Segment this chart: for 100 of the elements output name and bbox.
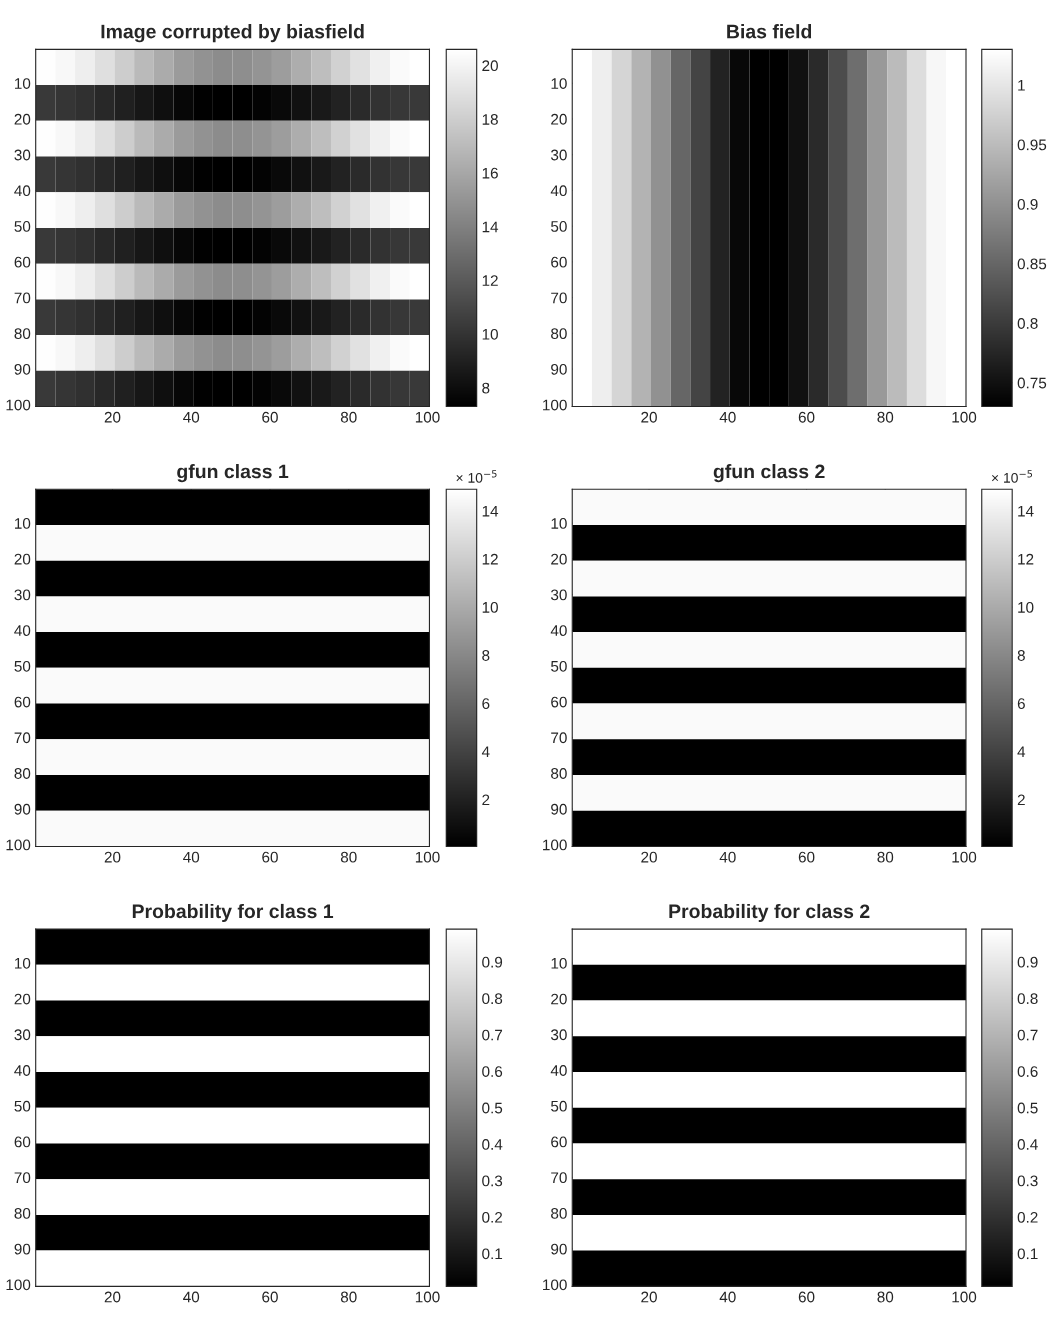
color-bar-label: 0.1	[482, 1248, 503, 1260]
x-tick-label: 100	[415, 851, 440, 863]
y-tick-label: 50	[551, 221, 567, 232]
x-tick-label: 100	[415, 411, 440, 423]
y-tick-label: 100	[6, 839, 31, 851]
y-tick-label: 100	[6, 1279, 31, 1291]
color-bar-label: 0.2	[1017, 1211, 1038, 1223]
y-tick-label: 70	[14, 292, 31, 304]
y-tick-label: 100	[543, 399, 567, 411]
color-bar-label: 20	[482, 60, 498, 72]
color-bar-label: 0.8	[1017, 993, 1038, 1005]
color-bar-label: 2	[1017, 794, 1025, 806]
color-bar-label: 0.3	[482, 1175, 503, 1187]
color-bar-label: 10	[1018, 601, 1034, 613]
y-tick-label: 80	[14, 768, 31, 779]
x-tick-label: 100	[952, 411, 977, 423]
y-tick-label: 40	[550, 625, 567, 637]
color-bar-label: 16	[482, 167, 498, 179]
y-tick-label: 60	[551, 256, 567, 268]
color-bar-label: 0.95	[1017, 139, 1047, 151]
color-bar-label: 0.6	[482, 1066, 503, 1077]
color-bar-label: 0.2	[482, 1211, 503, 1223]
x-tick-label: 60	[262, 1291, 278, 1303]
color-bar-label: 8	[482, 382, 490, 394]
y-tick-label: 90	[14, 803, 31, 815]
color-bar-label: 1	[1018, 80, 1025, 91]
y-tick-label: 20	[14, 113, 31, 125]
y-tick-label: 60	[551, 696, 567, 708]
color-bar-label: 4	[481, 746, 490, 757]
y-tick-label: 100	[543, 839, 567, 851]
y-tick-label: 70	[14, 1172, 31, 1184]
y-tick-label: 10	[551, 957, 567, 969]
color-bar-label: 8	[482, 650, 490, 661]
color-bar-label: 6	[482, 698, 490, 709]
y-tick-label: 30	[550, 1029, 567, 1041]
x-tick-label: 20	[104, 411, 121, 423]
chart-title: gfun class 1	[177, 464, 289, 483]
x-tick-label: 20	[641, 851, 657, 863]
color-bar-label: 0.3	[1017, 1175, 1038, 1187]
y-tick-label: 70	[551, 1172, 567, 1184]
x-tick-label: 60	[798, 411, 815, 423]
x-tick-label: 60	[798, 851, 815, 863]
y-tick-label: 30	[550, 149, 567, 161]
y-tick-label: 60	[14, 696, 31, 708]
y-tick-label: 20	[551, 553, 567, 565]
y-tick-label: 10	[15, 957, 31, 969]
y-tick-label: 90	[14, 1243, 31, 1255]
y-tick-label: 20	[551, 993, 567, 1005]
y-tick-label: 70	[551, 292, 567, 304]
y-tick-label: 50	[14, 660, 31, 672]
y-tick-label: 20	[14, 553, 31, 565]
color-bar-label: 10	[482, 328, 498, 340]
chart-title: Probability for class 1	[132, 903, 334, 923]
color-bar-label: 18	[482, 114, 498, 125]
y-tick-label: 40	[14, 625, 31, 637]
color-bar-label: 0.5	[482, 1102, 503, 1114]
y-tick-label: 40	[14, 185, 31, 197]
x-tick-label: 80	[877, 851, 894, 863]
x-tick-label: 80	[340, 851, 357, 863]
x-tick-label: 80	[877, 1291, 894, 1303]
y-tick-label: 50	[14, 221, 31, 232]
x-tick-label: 20	[104, 851, 121, 863]
x-tick-label: 40	[719, 1291, 736, 1303]
y-tick-label: 90	[14, 363, 31, 375]
color-bar-label: 8	[1017, 650, 1025, 661]
y-tick-label: 100	[543, 1279, 567, 1291]
color-bar-label: 12	[1018, 553, 1034, 565]
y-tick-label: 60	[551, 1136, 567, 1148]
y-tick-label: 50	[551, 660, 567, 672]
x-tick-label: 60	[262, 411, 278, 423]
x-tick-label: 40	[183, 1291, 200, 1303]
y-tick-label: 30	[14, 589, 31, 601]
color-bar-label: 0.4	[482, 1139, 503, 1150]
chart-title: Bias field	[727, 24, 812, 39]
y-tick-label: 10	[15, 78, 31, 89]
y-tick-label: 20	[551, 113, 567, 125]
x-tick-label: 80	[877, 411, 894, 423]
y-tick-label: 30	[550, 589, 567, 601]
x-tick-label: 60	[798, 1291, 815, 1303]
y-tick-label: 30	[14, 1029, 31, 1041]
color-bar-label: 14	[1018, 505, 1034, 517]
x-tick-label: 60	[262, 851, 278, 863]
color-bar-label: 10	[482, 601, 498, 613]
color-bar-label: 14	[482, 505, 499, 517]
color-bar-label: 0.8	[1017, 318, 1038, 329]
chart-title: gfun class 2	[713, 464, 825, 483]
y-tick-label: 60	[14, 256, 31, 268]
y-tick-label: 50	[551, 1100, 567, 1112]
color-bar-label: 0.9	[1017, 956, 1038, 968]
color-bar-label: 0.85	[1017, 258, 1047, 270]
y-tick-label: 20	[14, 993, 31, 1005]
y-tick-label: 40	[550, 185, 567, 197]
color-bar-label: 0.7	[482, 1029, 503, 1041]
color-bar-label: 0.75	[1017, 377, 1047, 389]
text: × 10$^{−5}$	[456, 470, 497, 483]
y-tick-label: 10	[551, 78, 567, 89]
y-tick-label: 60	[14, 1136, 31, 1148]
x-tick-label: 40	[183, 411, 200, 423]
y-tick-label: 70	[551, 732, 567, 744]
y-tick-label: 80	[14, 328, 31, 340]
